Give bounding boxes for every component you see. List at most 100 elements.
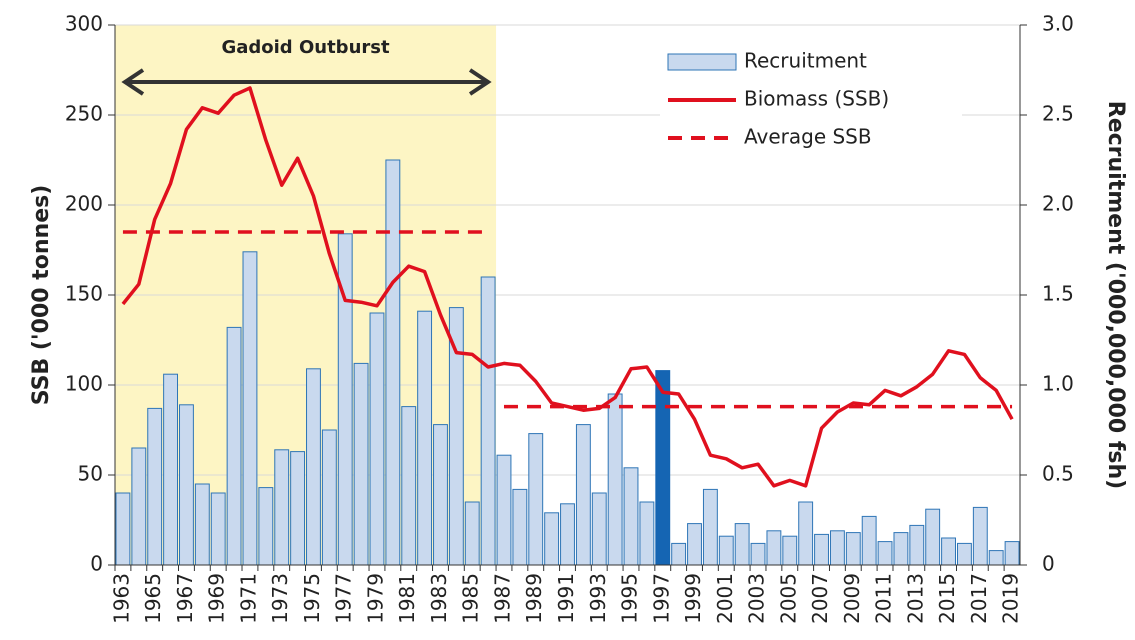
y-tick-label: 300 [65, 12, 103, 36]
y-tick-label: 100 [65, 372, 103, 396]
bar [369, 312, 385, 566]
x-tick-label: 1985 [459, 573, 483, 624]
arrow-head [121, 68, 145, 96]
x-tick-label: 1993 [586, 573, 610, 624]
bar [179, 404, 194, 566]
x-tick-label: 2019 [999, 573, 1023, 624]
x-tick-label: 1999 [681, 573, 705, 624]
x-tick-label: 2011 [872, 573, 896, 624]
bar [798, 501, 814, 566]
x-tick-label: 1975 [300, 573, 324, 624]
bar [242, 251, 258, 566]
arrow-head [468, 68, 492, 96]
bar [718, 535, 734, 566]
x-tick-label: 1983 [427, 573, 451, 624]
x-tick-label: 2017 [967, 573, 991, 624]
x-tick-label: 1965 [141, 573, 165, 624]
ssb-line [121, 86, 1014, 488]
bar [115, 492, 131, 566]
x-tick-label: 1969 [205, 573, 229, 624]
bar [512, 488, 528, 566]
bar [353, 362, 369, 566]
bar [496, 454, 512, 566]
y2-tick-label: 2.0 [1042, 192, 1074, 216]
y-tick-label: 50 [78, 462, 103, 486]
bar [925, 508, 941, 566]
x-tick-label: 1973 [268, 573, 292, 624]
x-tick-label: 2001 [713, 573, 737, 624]
bar [464, 501, 480, 566]
bar [623, 467, 639, 566]
bar [226, 326, 242, 566]
x-tick-label: 1979 [363, 573, 387, 624]
bar [258, 487, 274, 566]
x-tick-label: 1989 [522, 573, 546, 624]
bar [194, 483, 210, 566]
y-axis-label: SSB ('000 tonnes) [29, 185, 54, 406]
x-tick-label: 1977 [332, 573, 356, 624]
bar [147, 407, 163, 566]
bar [766, 530, 782, 566]
top-layer: 0 50 100 150 200 250 300 0 0.5 1.0 1.5 2.0 2.5 3.0 196… [65, 12, 1074, 624]
y2-tick-label: 3.0 [1042, 12, 1074, 36]
x-tick-label: 1987 [490, 573, 514, 624]
bar [591, 492, 607, 566]
x-tick-label: 1995 [618, 573, 642, 624]
x-tick-label: 2009 [840, 573, 864, 624]
bar [544, 512, 560, 566]
bar [274, 449, 290, 566]
legend-label: Recruitment [744, 49, 867, 73]
x-tick-label: 2003 [745, 573, 769, 624]
bar [306, 368, 321, 566]
bar [734, 523, 750, 566]
bar [988, 550, 1004, 566]
legend-label: Average SSB [744, 125, 872, 149]
bar [782, 535, 798, 566]
y-tick-label: 250 [65, 102, 103, 126]
y2-tick-label: 2.5 [1042, 102, 1074, 126]
bar [639, 501, 655, 566]
bar [321, 429, 337, 566]
bar [1004, 541, 1020, 566]
bar [417, 310, 433, 566]
bar [401, 406, 417, 566]
bar [750, 542, 766, 566]
bar [480, 276, 496, 566]
x-tick-label: 1981 [395, 573, 419, 624]
y-tick-label: 150 [65, 282, 103, 306]
bar [131, 447, 147, 566]
x-tick-label: 2005 [776, 573, 800, 624]
x-tick-label: 2007 [808, 573, 832, 624]
legend-label: Biomass (SSB) [744, 87, 889, 111]
x-tick-label: 2015 [935, 573, 959, 624]
bar [448, 307, 464, 566]
annotation-label: Gadoid Outburst [221, 37, 390, 58]
y2-axis-label: Recruitment ('000,000,000 fsh) [1103, 101, 1128, 489]
bar [385, 159, 401, 566]
grid-layer [115, 24, 1020, 476]
y-tick-label: 200 [65, 192, 103, 216]
bar [814, 533, 829, 566]
legend-swatch [667, 53, 737, 71]
bar [956, 542, 972, 566]
y2-tick-label: 1.5 [1042, 282, 1074, 306]
bar [829, 530, 845, 566]
x-tick-label: 1997 [649, 573, 673, 624]
bar [290, 451, 306, 566]
bar [210, 492, 226, 566]
bar [909, 524, 925, 566]
bar [655, 370, 671, 566]
bar [575, 424, 591, 566]
bar [687, 523, 702, 566]
bar [607, 393, 623, 566]
x-tick-label: 1991 [554, 573, 578, 624]
bar [941, 537, 956, 566]
y2-tick-label: 1.0 [1042, 372, 1074, 396]
bar [433, 424, 448, 566]
bar [528, 433, 544, 566]
bar [972, 506, 988, 566]
y2-tick-label: 0.5 [1042, 462, 1074, 486]
bar [671, 542, 687, 566]
bar [893, 532, 909, 566]
